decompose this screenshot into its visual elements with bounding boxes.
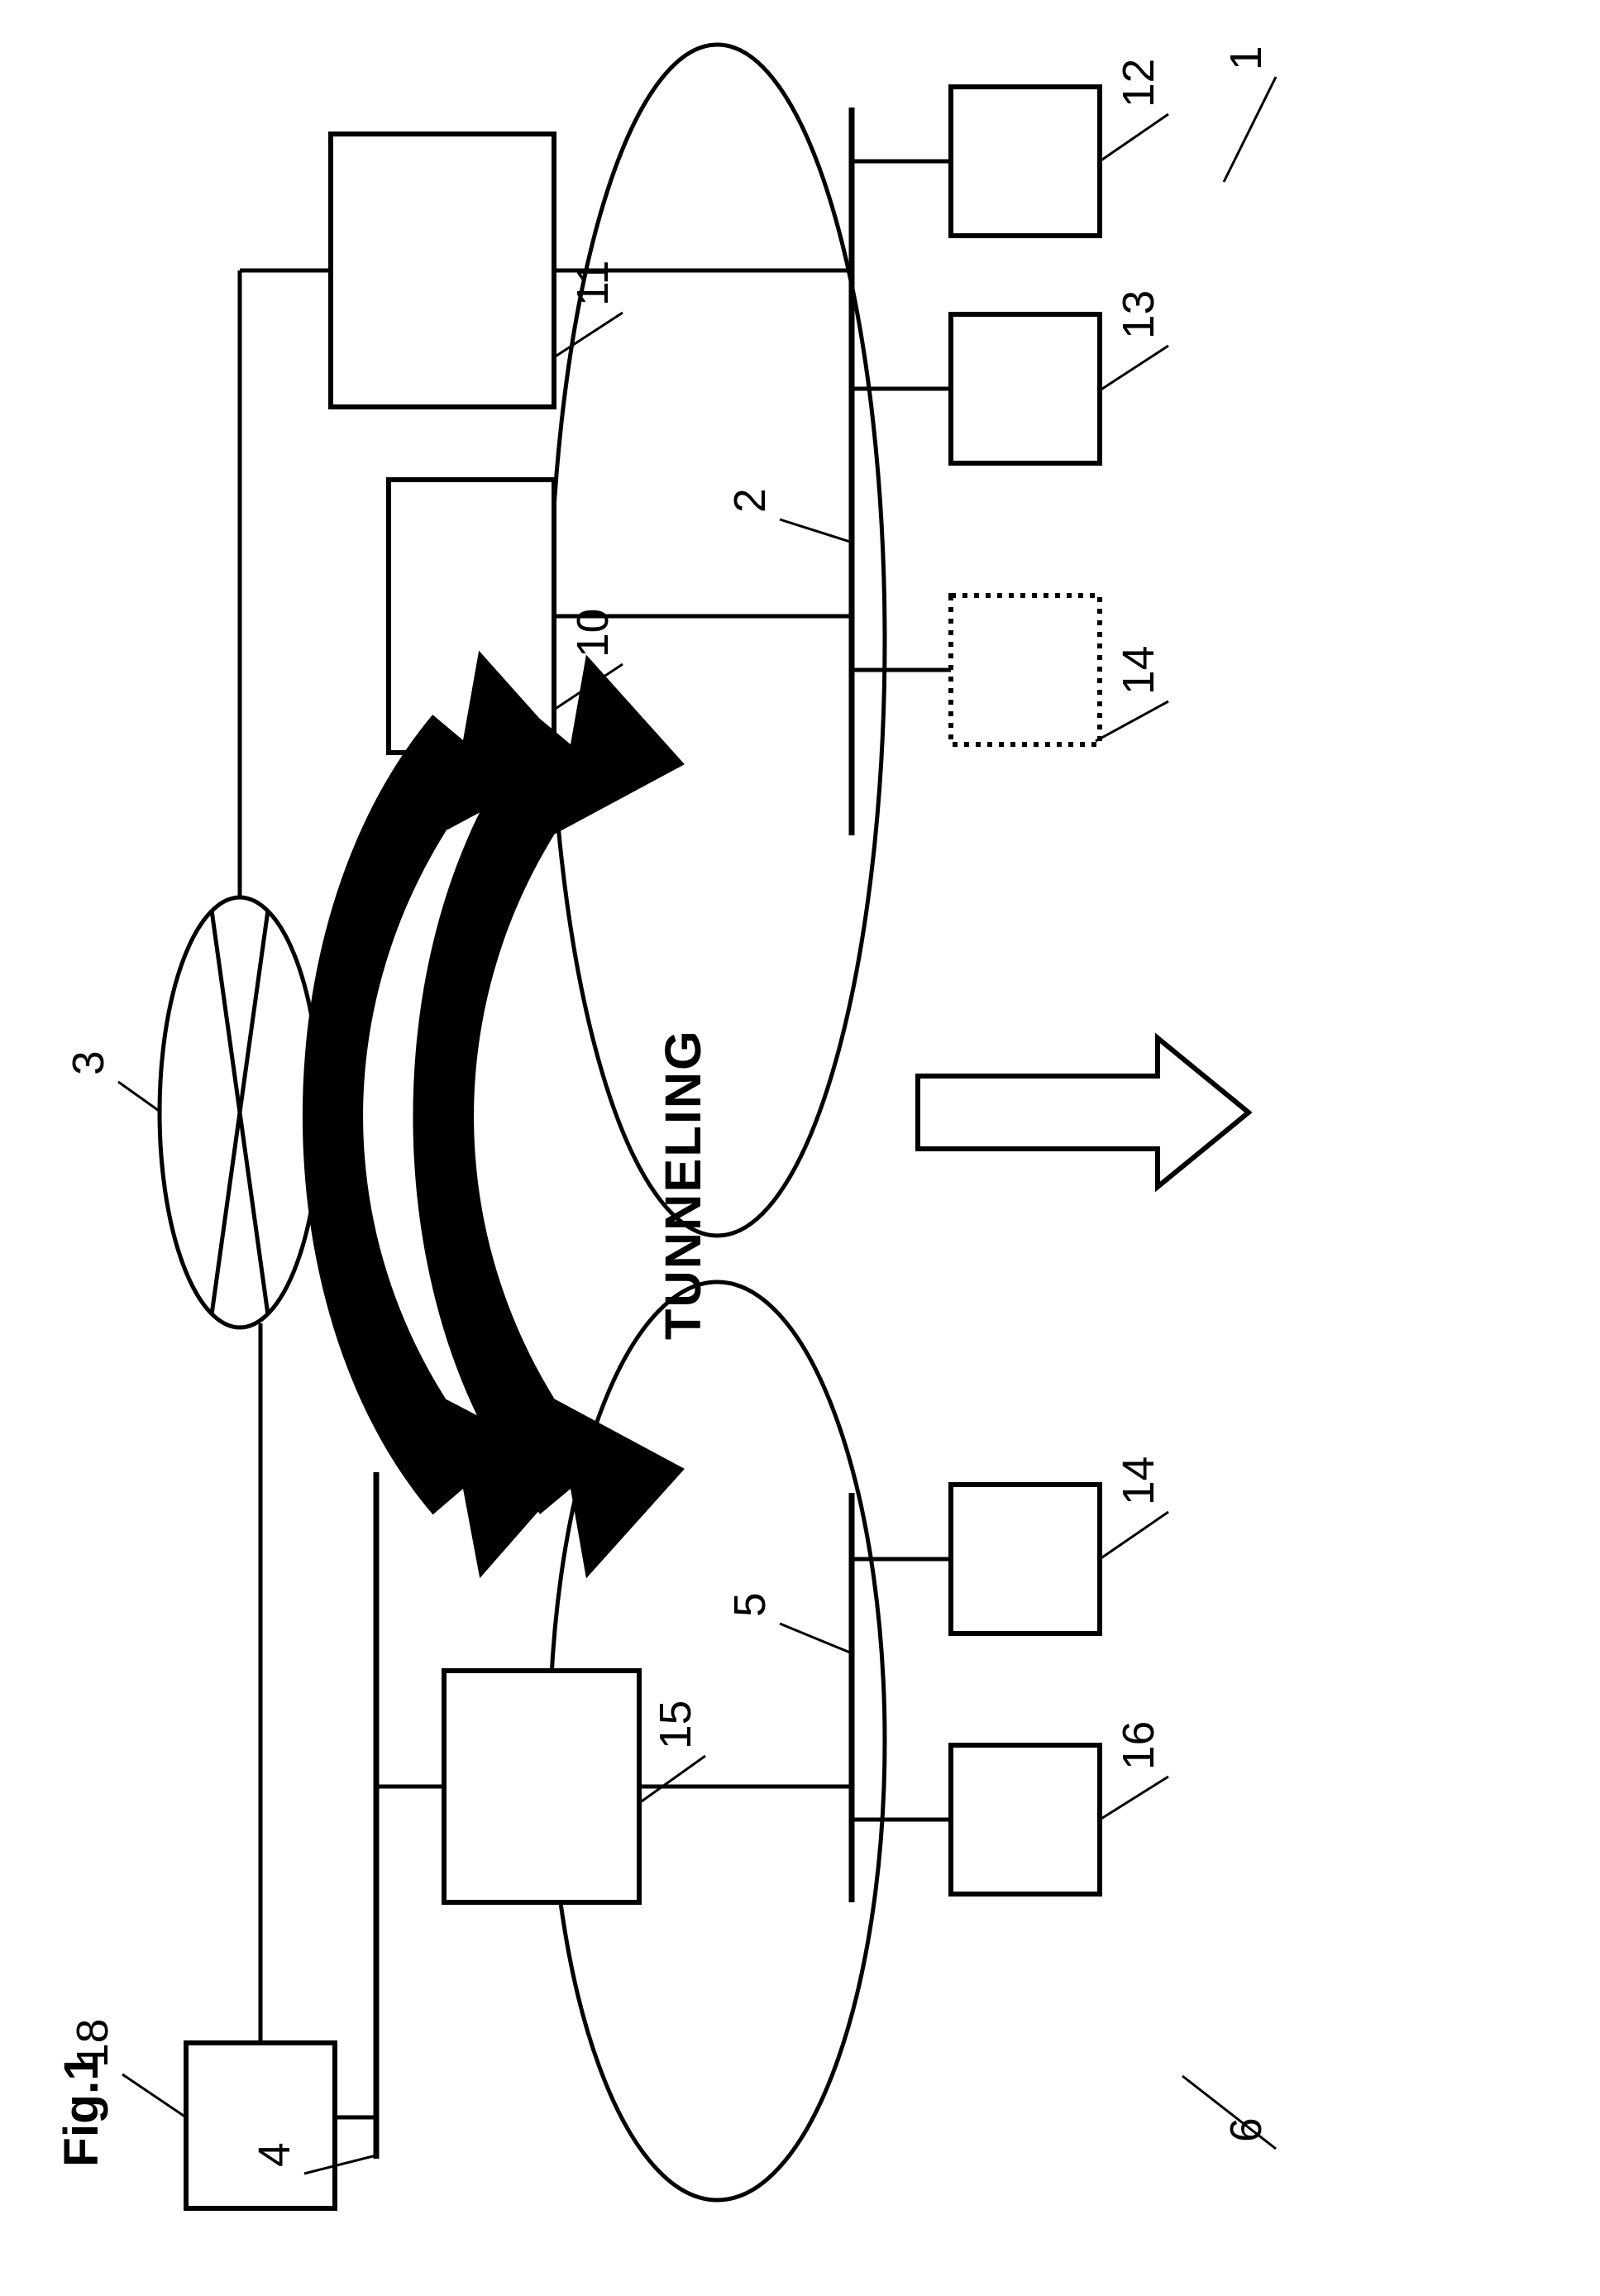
- leader-ref-12: [1100, 114, 1168, 161]
- box-16: [951, 1745, 1100, 1894]
- leader-ref-5: [780, 1624, 850, 1653]
- diagram-svg: 123456101112131414151618: [0, 0, 1600, 2296]
- leader-ref-2: [780, 519, 850, 542]
- ref-6: 6: [1222, 2117, 1271, 2142]
- diagram-stage: 123456101112131414151618 Fig.1 TUNNELING: [0, 0, 1600, 2296]
- leader-ref-11: [554, 313, 623, 357]
- leader-ref-15: [639, 1756, 705, 1803]
- leader-ref-14d: [1096, 701, 1168, 741]
- leader-ref-18: [122, 2074, 186, 2117]
- ref-2: 2: [726, 488, 775, 513]
- box-13: [951, 314, 1100, 463]
- ref-3: 3: [64, 1050, 113, 1075]
- ref-12: 12: [1115, 59, 1163, 108]
- tunneling-annotation: TUNNELING: [653, 1029, 712, 1340]
- figure-title: Fig.1: [54, 2054, 109, 2167]
- leader-ref-3: [118, 1082, 161, 1112]
- ref-5: 5: [726, 1592, 775, 1617]
- box-15: [444, 1671, 639, 1902]
- leader-ref-14: [1100, 1512, 1168, 1559]
- ref-13: 13: [1115, 290, 1163, 339]
- ref-11: 11: [569, 261, 618, 306]
- ellipse-cloud-3: [160, 897, 320, 1327]
- ref-16: 16: [1115, 1721, 1163, 1770]
- box-11: [331, 134, 554, 407]
- ref-14d: 14: [1115, 646, 1163, 695]
- leader-ref-1: [1224, 77, 1276, 182]
- ref-4: 4: [251, 2142, 299, 2167]
- box-18: [186, 2043, 335, 2208]
- ref-1: 1: [1222, 45, 1271, 70]
- ref-10: 10: [569, 609, 618, 658]
- box-14: [951, 1485, 1100, 1634]
- leader-ref-13: [1100, 346, 1168, 390]
- box-14-dashed: [951, 596, 1100, 744]
- leader-ref-16: [1100, 1777, 1168, 1820]
- box-12: [951, 87, 1100, 236]
- ref-15: 15: [652, 1700, 700, 1749]
- block-arrow: [918, 1038, 1249, 1187]
- ref-14: 14: [1115, 1457, 1163, 1505]
